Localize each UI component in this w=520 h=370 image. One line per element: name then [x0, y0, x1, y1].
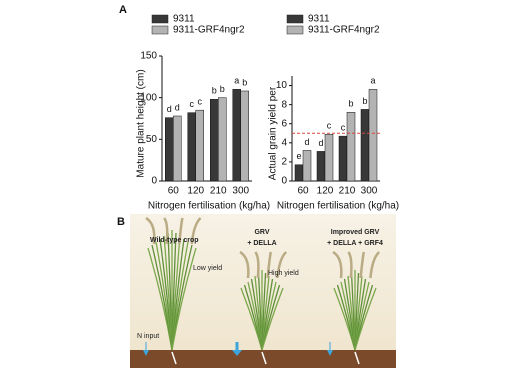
- bar: [294, 164, 304, 182]
- grain-head: [332, 250, 343, 279]
- plant-leaf: [261, 287, 284, 351]
- bar: [195, 109, 204, 182]
- grain-head: [347, 251, 353, 279]
- y-tick-label: 8: [281, 99, 287, 110]
- root: [171, 351, 177, 365]
- bar: [324, 133, 334, 182]
- grain-head: [276, 251, 288, 279]
- legend-label: 9311-GRF4ngr2: [308, 25, 380, 36]
- significance-letter: c: [190, 99, 195, 109]
- illustration-label: + DELLA: [247, 240, 276, 247]
- grain-head: [163, 217, 169, 245]
- root: [261, 351, 267, 365]
- y-tick-label: 10: [276, 80, 288, 91]
- root: [354, 351, 360, 365]
- x-tick-label: 120: [317, 186, 334, 197]
- x-axis-label: Nitrogen fertilisation (kg/ha): [148, 201, 270, 212]
- y-tick-label: 4: [281, 137, 287, 148]
- x-tick-label: 60: [168, 186, 180, 197]
- y-tick-label: 2: [281, 157, 287, 168]
- n-arrow-head: [327, 350, 333, 356]
- grain-head: [359, 251, 366, 279]
- illustration-label: High yield: [268, 270, 299, 277]
- significance-letter: b: [212, 86, 217, 96]
- x-tick-label: 120: [187, 186, 204, 197]
- legend-label: 9311: [308, 14, 330, 25]
- plant-leaf: [171, 247, 197, 351]
- legend-swatch: [286, 25, 304, 35]
- grain-head: [177, 217, 184, 245]
- significance-letter: c: [327, 121, 332, 131]
- x-tick-label: 300: [232, 186, 249, 197]
- grain-head: [266, 251, 273, 279]
- y-tick-label: 50: [146, 134, 158, 145]
- x-tick-label: 210: [339, 186, 356, 197]
- significance-letter: d: [318, 138, 323, 148]
- bar: [346, 112, 356, 182]
- grain-head: [239, 250, 250, 279]
- significance-letter: d: [304, 137, 309, 147]
- bar: [187, 112, 196, 182]
- significance-letter: e: [296, 151, 301, 161]
- illustration-label: Improved GRV: [331, 229, 380, 236]
- x-axis-label: Nitrogen fertilisation (kg/ha): [277, 201, 399, 212]
- bar: [210, 99, 219, 182]
- bar: [232, 89, 241, 182]
- significance-letter: a: [370, 76, 375, 86]
- x-tick-label: 210: [210, 186, 227, 197]
- significance-letter: b: [348, 99, 353, 109]
- bar: [360, 109, 370, 182]
- bar: [302, 150, 312, 182]
- plant-leaf: [354, 287, 377, 351]
- grain-head: [254, 251, 260, 279]
- legend-swatch: [286, 14, 304, 24]
- illustration: Wild-type crop Low yield N input GRV + D…: [130, 214, 396, 368]
- bar: [218, 97, 227, 182]
- illustration-label: Low yield: [193, 265, 222, 272]
- significance-letter: c: [341, 123, 346, 133]
- panel-label: B: [117, 216, 125, 228]
- significance-letter: b: [242, 77, 247, 87]
- significance-letter: d: [175, 102, 180, 112]
- x-tick-label: 60: [297, 186, 309, 197]
- significance-letter: b: [220, 84, 225, 94]
- legend-swatch: [151, 25, 169, 35]
- bar: [240, 90, 249, 182]
- plants: [143, 216, 381, 365]
- y-axis-label: Actual grain yield per: [268, 86, 279, 180]
- panel-label: A: [119, 4, 127, 16]
- y-tick-label: 100: [140, 92, 157, 103]
- y-axis-label: Mature plant height (cm): [136, 69, 147, 177]
- y-tick-label: 6: [281, 118, 287, 129]
- bar: [338, 135, 348, 182]
- y-tick-label: 0: [281, 176, 287, 187]
- y-tick-label: 150: [140, 51, 157, 62]
- illustration-label: GRV: [254, 229, 269, 236]
- significance-letter: d: [167, 104, 172, 114]
- significance-letter: c: [198, 97, 203, 107]
- bar: [316, 151, 326, 182]
- grain-head: [369, 251, 381, 279]
- legend-label: 9311: [173, 14, 195, 25]
- significance-letter: b: [362, 96, 367, 106]
- illustration-label: + DELLA + GRF4: [327, 240, 383, 247]
- n-arrow-head: [143, 350, 149, 356]
- illustration-label: N input: [137, 333, 159, 340]
- grain-head: [145, 216, 156, 245]
- bar: [368, 89, 378, 182]
- bar: [173, 115, 182, 182]
- y-tick-label: 0: [151, 176, 157, 187]
- significance-letter: a: [234, 76, 239, 86]
- illustration-label: Wild-type crop: [150, 237, 199, 244]
- n-arrow-head: [232, 350, 242, 356]
- bar: [165, 117, 174, 182]
- legend-label: 9311-GRF4ngr2: [173, 25, 245, 36]
- x-tick-label: 300: [361, 186, 378, 197]
- grain-head: [190, 217, 202, 245]
- legend-swatch: [151, 14, 169, 24]
